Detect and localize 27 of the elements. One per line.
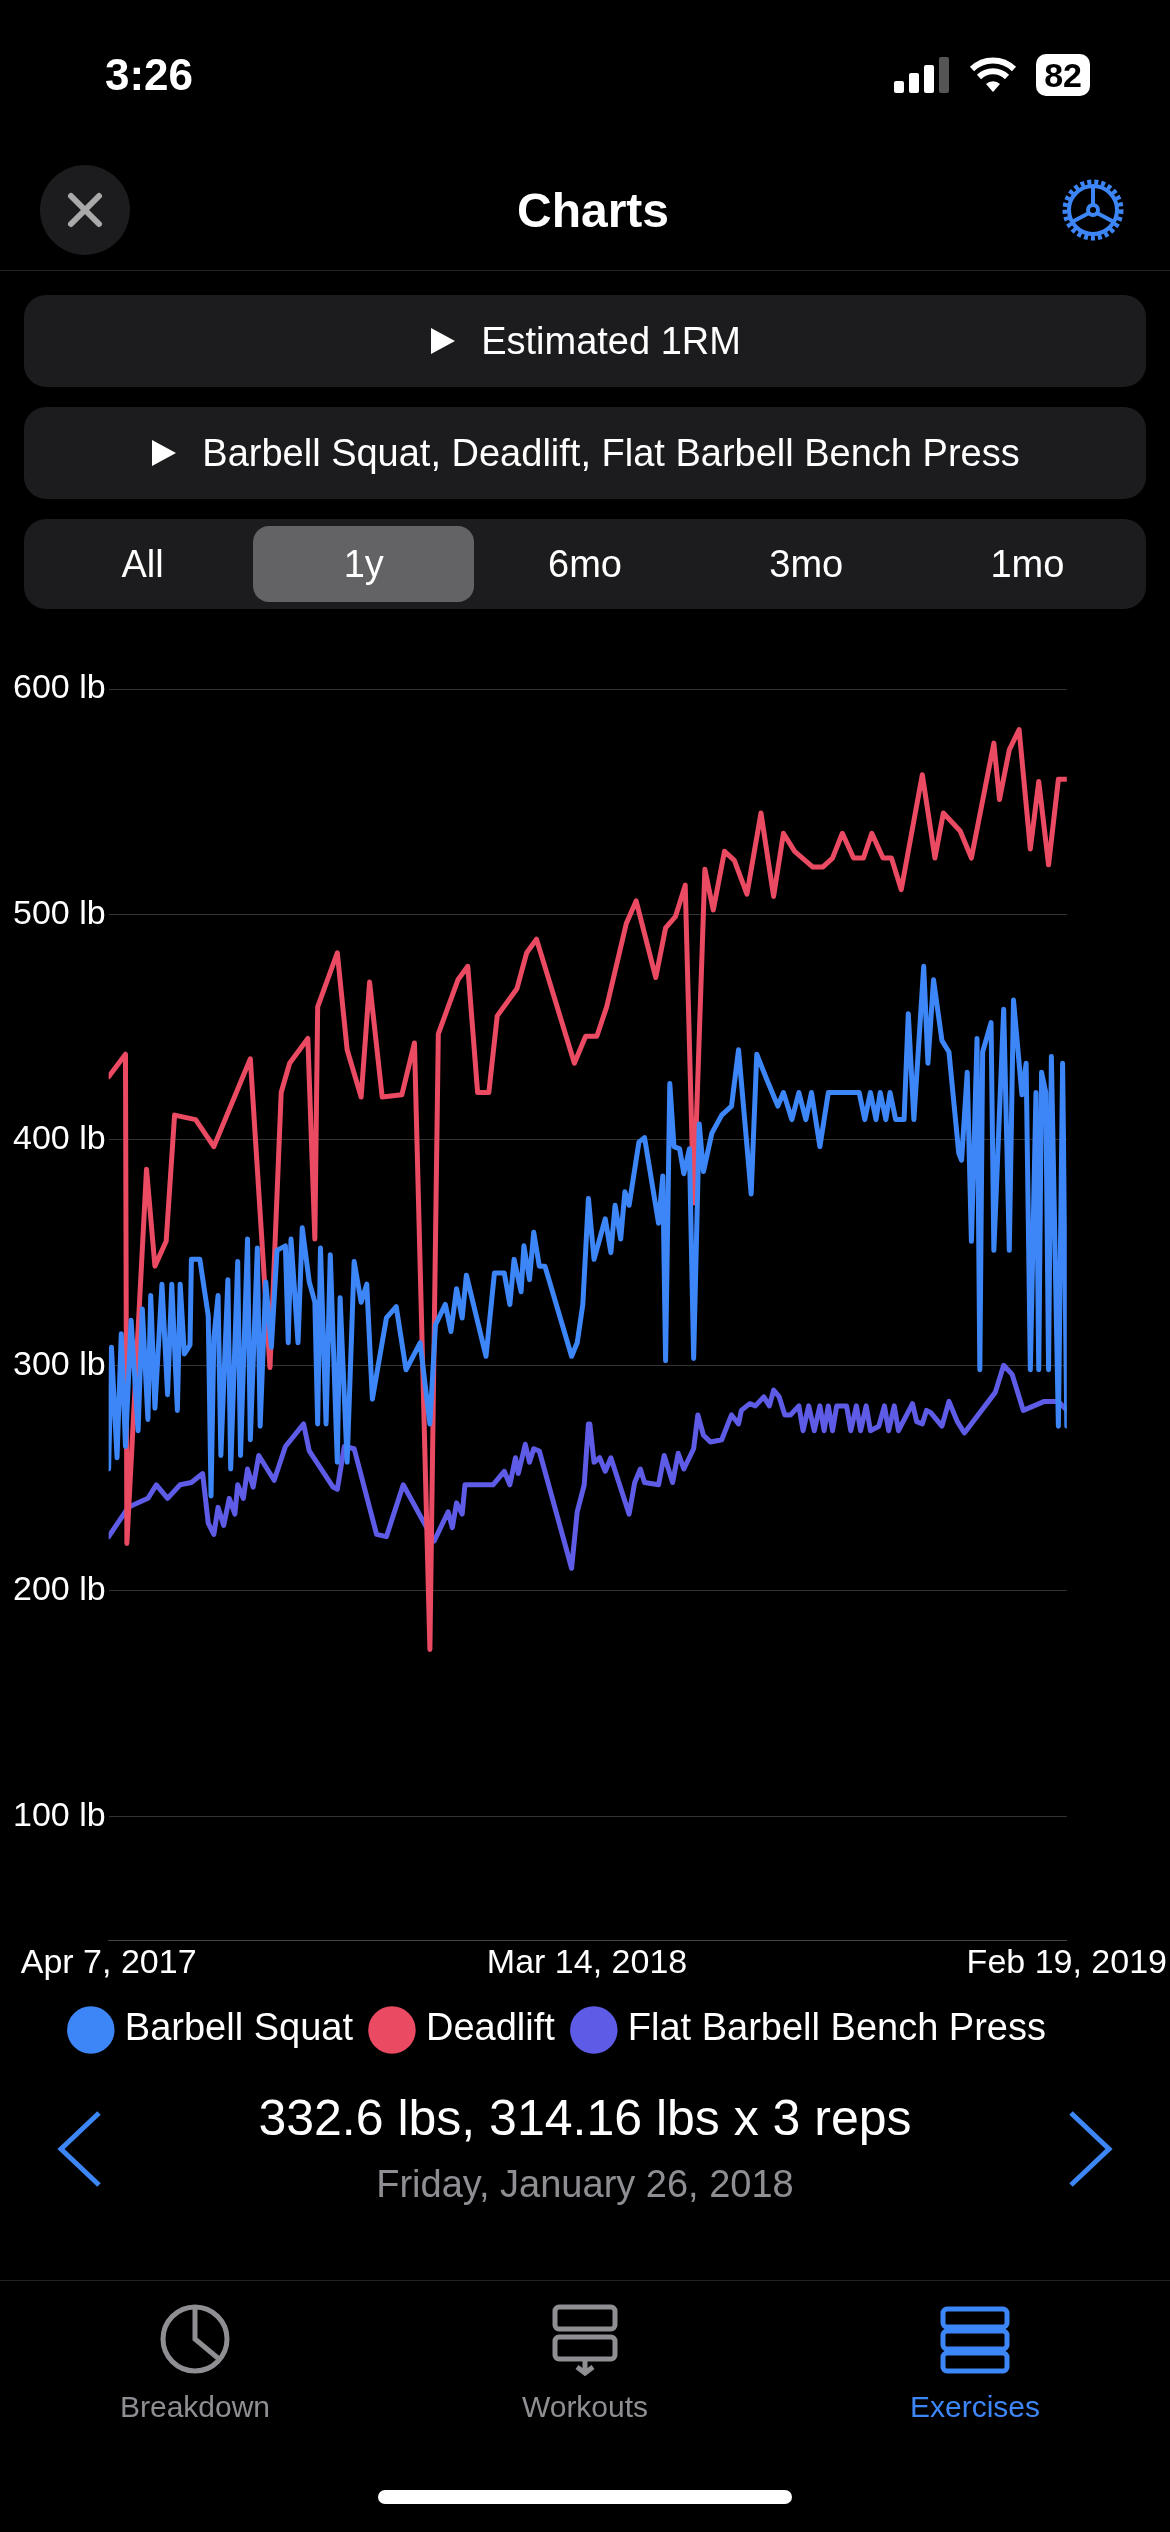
chart-subtitle: Barbell Squat, Deadlift, Flat Barbell Bench Press	[202, 431, 1020, 475]
y-tick-label: 200 lb	[13, 1569, 106, 1608]
text: 3mo	[768, 542, 845, 587]
y-tick-label: 300 lb	[13, 1343, 106, 1382]
y-tick-label: 400 lb	[13, 1118, 106, 1157]
text: 1y	[253, 526, 475, 602]
y-tick-label: 500 lb	[13, 892, 106, 931]
text: 1mo	[989, 542, 1066, 587]
text: 332.6 lbs, 314.16 lbs x 3 reps	[257, 2089, 913, 2147]
x-tick-label: Apr 7, 2017	[20, 1941, 197, 1980]
legend-label: Barbell Squat	[124, 2006, 354, 2049]
text: 3:26	[105, 50, 194, 100]
legend-label: Flat Barbell Bench Press	[627, 2006, 1046, 2049]
text: Breakdown	[118, 2390, 272, 2424]
text: All	[120, 542, 165, 587]
battery-icon: 82	[1036, 54, 1090, 96]
legend-label: Deadlift	[425, 2006, 556, 2049]
x-tick-label: Feb 19, 2019	[966, 1941, 1167, 1980]
x-tick-label: Mar 14, 2018	[486, 1941, 688, 1980]
text: Exercises	[908, 2390, 1041, 2424]
chart-title: Estimated 1RM	[481, 319, 741, 363]
text: Friday, January 26, 2018	[375, 2163, 795, 2206]
text: Charts	[516, 182, 670, 238]
text: 6mo	[547, 542, 623, 587]
y-tick-label: 600 lb	[13, 667, 106, 706]
text: Workouts	[520, 2390, 650, 2424]
y-tick-label: 100 lb	[13, 1794, 106, 1833]
